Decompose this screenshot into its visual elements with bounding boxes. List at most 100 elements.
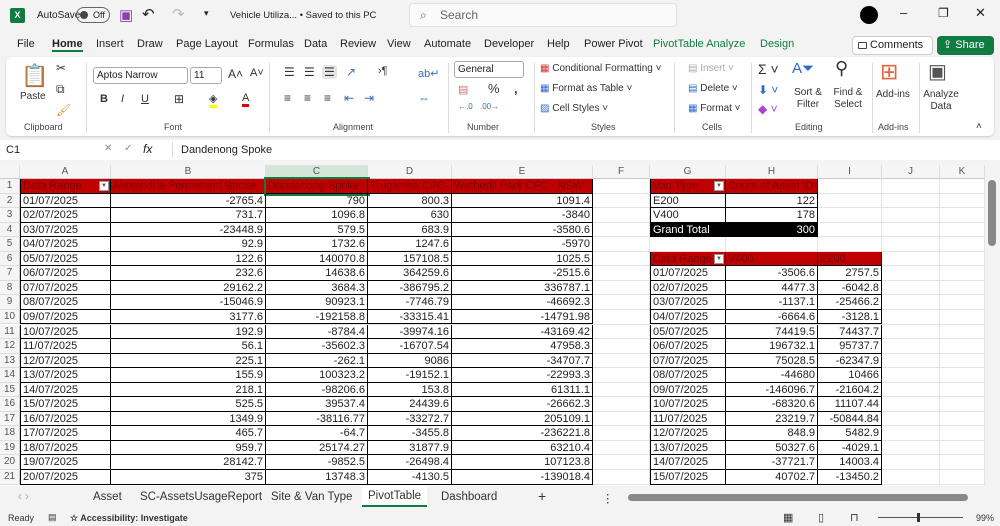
comma-icon[interactable]: , xyxy=(514,81,518,96)
pivot-header-cell[interactable]: V400 xyxy=(726,251,818,267)
pivot-cell[interactable]: 74437.7 xyxy=(818,324,882,340)
sheet-tab[interactable]: SC-AssetsUsageReport xyxy=(140,491,263,503)
row-header[interactable]: 21 xyxy=(0,470,20,485)
clear-icon[interactable]: ◆ ˅ xyxy=(758,102,778,116)
zoom-level[interactable]: 99% xyxy=(976,513,995,523)
table-cell[interactable]: 28142.7 xyxy=(111,455,266,470)
enter-icon[interactable]: ✓ xyxy=(124,143,133,154)
table-cell[interactable]: -9852.5 xyxy=(266,455,368,470)
table-cell[interactable]: 100323.2 xyxy=(266,368,368,383)
ribbon-tab-design[interactable]: Design xyxy=(760,38,795,50)
column-header-F[interactable]: F xyxy=(593,165,650,179)
table-cell[interactable]: 24439.6 xyxy=(368,397,452,412)
number-format-select[interactable]: General xyxy=(454,61,524,78)
font-size-select[interactable]: 11 xyxy=(190,67,222,84)
pivot-header-cell[interactable]: Van Type ▼ xyxy=(650,179,726,194)
table-cell[interactable]: -139018.4 xyxy=(452,470,593,485)
macro-record-icon[interactable]: ▤ xyxy=(48,512,57,522)
ribbon-tab-formulas[interactable]: Formulas xyxy=(248,38,294,50)
table-cell[interactable]: -15046.9 xyxy=(111,295,266,310)
align-left-icon[interactable]: ≡ xyxy=(284,91,292,105)
cut-icon[interactable]: ✂ xyxy=(56,61,67,75)
table-cell[interactable]: 63210.4 xyxy=(452,440,593,456)
pivot-cell[interactable]: 2757.5 xyxy=(818,266,882,281)
table-cell[interactable]: -38116.77 xyxy=(266,411,368,427)
table-cell[interactable]: 12/07/2025 xyxy=(20,353,111,369)
pivot-header-cell[interactable]: Count of Asset ID xyxy=(726,179,818,194)
pivot-cell[interactable]: 75028.5 xyxy=(726,353,818,369)
table-cell[interactable]: -26498.4 xyxy=(368,455,452,470)
pivot-cell[interactable]: 178 xyxy=(726,208,818,223)
table-cell[interactable]: 14/07/2025 xyxy=(20,382,111,398)
row-header[interactable]: 11 xyxy=(0,324,20,340)
column-header-I[interactable]: I xyxy=(818,165,882,179)
vertical-scrollbar[interactable] xyxy=(988,180,996,246)
table-cell[interactable]: 04/07/2025 xyxy=(20,237,111,252)
merge-center-icon[interactable]: ⇔ xyxy=(418,91,430,105)
restore-icon[interactable]: ❐ xyxy=(938,6,949,20)
table-cell[interactable]: 959.7 xyxy=(111,440,266,456)
ribbon-tab-draw[interactable]: Draw xyxy=(137,38,163,50)
table-cell[interactable]: 155.9 xyxy=(111,368,266,383)
table-cell[interactable]: 39537.4 xyxy=(266,397,368,412)
zoom-slider[interactable] xyxy=(878,517,963,518)
table-cell[interactable]: 92.9 xyxy=(111,237,266,252)
ribbon-tab-automate[interactable]: Automate xyxy=(424,38,472,50)
sheet-tab[interactable]: Site & Van Type xyxy=(271,491,353,503)
table-cell[interactable]: 3177.6 xyxy=(111,309,266,325)
pivot-cell[interactable]: 06/07/2025 xyxy=(650,339,726,354)
table-cell[interactable]: -23448.9 xyxy=(111,222,266,238)
decrease-decimal-icon[interactable]: .00→ xyxy=(480,102,500,111)
table-header-cell[interactable]: Data Range ▼ xyxy=(20,179,111,194)
filter-dropdown-icon[interactable]: ▼ xyxy=(714,181,724,191)
table-cell[interactable]: -46692.3 xyxy=(452,295,593,310)
ribbon-tab-home[interactable]: Home xyxy=(52,38,83,52)
column-header-A[interactable]: A xyxy=(20,165,111,179)
row-header[interactable]: 6 xyxy=(0,251,20,267)
ribbon-tab-insert[interactable]: Insert xyxy=(96,38,124,50)
ribbon-tab-view[interactable]: View xyxy=(387,38,411,50)
analyze-data-icon[interactable]: ▣ xyxy=(928,61,947,83)
pivot-cell[interactable]: 12/07/2025 xyxy=(650,426,726,441)
bold-icon[interactable]: B xyxy=(100,93,108,105)
row-header[interactable]: 1 xyxy=(0,179,20,194)
table-cell[interactable]: -4130.5 xyxy=(368,470,452,485)
pivot-cell[interactable]: -44680 xyxy=(726,368,818,383)
underline-icon[interactable]: U xyxy=(141,93,149,105)
align-bottom-icon[interactable]: ☰ xyxy=(322,65,337,79)
column-header-E[interactable]: E xyxy=(452,165,593,179)
row-header[interactable]: 7 xyxy=(0,266,20,281)
table-cell[interactable]: 13/07/2025 xyxy=(20,368,111,383)
decrease-indent-icon[interactable]: ⇤ xyxy=(344,91,355,105)
prev-sheet-icon[interactable]: ‹ › xyxy=(18,491,29,503)
table-cell[interactable]: 375 xyxy=(111,470,266,485)
row-header[interactable]: 5 xyxy=(0,237,20,252)
table-header-cell[interactable]: Alexandria Permanent Spoke xyxy=(111,179,266,194)
filter-dropdown-icon[interactable]: ▼ xyxy=(714,253,724,264)
pivot-cell[interactable]: 11107.44 xyxy=(818,397,882,412)
ribbon-tab-pivottable-analyze[interactable]: PivotTable Analyze xyxy=(653,38,746,50)
customize-toolbar-icon[interactable]: ▾ xyxy=(204,8,209,18)
pivot-cell[interactable]: -13450.2 xyxy=(818,470,882,485)
undo-icon[interactable]: ↶ xyxy=(142,6,155,23)
table-cell[interactable]: 18/07/2025 xyxy=(20,440,111,456)
pivot-cell[interactable]: -146096.7 xyxy=(726,382,818,398)
table-cell[interactable]: 14638.6 xyxy=(266,266,368,281)
align-middle-icon[interactable]: ☰ xyxy=(304,65,315,79)
copy-icon[interactable]: ⧉ xyxy=(56,82,65,96)
row-header[interactable]: 9 xyxy=(0,295,20,310)
table-cell[interactable]: 29162.2 xyxy=(111,280,266,296)
sort-filter-icon[interactable]: A⏷ xyxy=(792,60,815,77)
row-header[interactable]: 12 xyxy=(0,339,20,354)
pivot-cell[interactable]: 848.9 xyxy=(726,426,818,441)
document-title[interactable]: Vehicle Utiliza... • Saved to this PC xyxy=(230,10,377,21)
pivot-cell[interactable]: 08/07/2025 xyxy=(650,368,726,383)
column-header-K[interactable]: K xyxy=(940,165,985,179)
table-cell[interactable]: 800.3 xyxy=(368,193,452,209)
table-cell[interactable]: 07/07/2025 xyxy=(20,280,111,296)
table-cell[interactable]: -386795.2 xyxy=(368,280,452,296)
column-header-H[interactable]: H xyxy=(726,165,818,179)
pivot-cell[interactable]: -68320.6 xyxy=(726,397,818,412)
accessibility-status[interactable]: ☆ Accessibility: Investigate xyxy=(70,513,188,523)
spreadsheet-grid[interactable]: A B C D E F G H I J K 1 2 3 4 5 6 7 8 9 10 11 12 13 14 15 16 17 18 19… xyxy=(0,165,985,486)
